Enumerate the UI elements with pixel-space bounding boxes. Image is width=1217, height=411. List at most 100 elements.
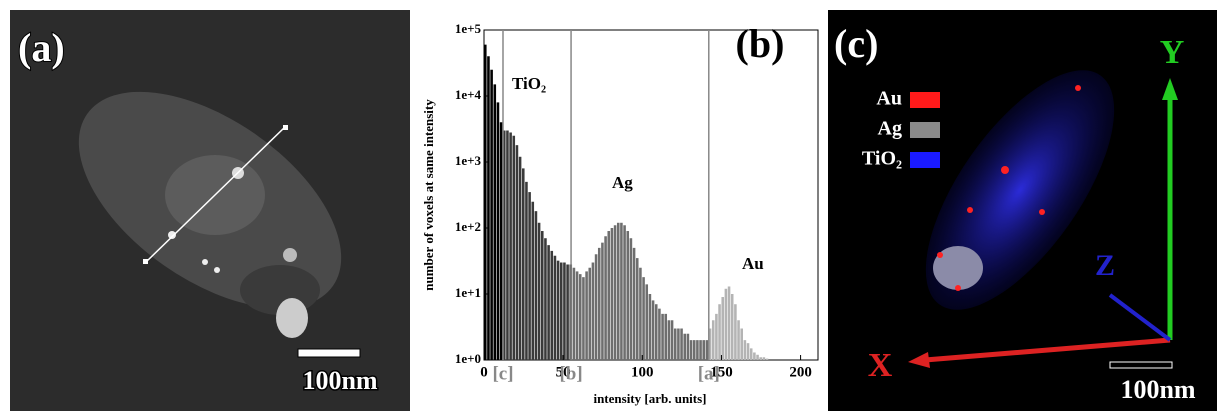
bar <box>730 294 734 360</box>
bar <box>759 357 762 360</box>
bar <box>658 308 661 360</box>
bar <box>566 264 569 360</box>
bar <box>734 304 737 360</box>
bar <box>534 211 538 360</box>
bar <box>711 320 715 360</box>
annotation: Ag <box>612 173 633 192</box>
y-tick-label: 1e+5 <box>455 21 482 36</box>
bar <box>749 348 753 360</box>
y-tick-label: 1e+2 <box>455 219 481 234</box>
bar <box>727 286 731 360</box>
legend-swatch <box>910 152 940 168</box>
bar <box>490 69 493 360</box>
bar <box>626 231 630 360</box>
bar <box>559 262 563 360</box>
annotation: TiO₂ <box>512 74 546 93</box>
bar <box>531 201 535 360</box>
panel-b: (b) intensity [arb. units] number of vox… <box>421 21 819 406</box>
bar <box>737 320 740 360</box>
bar <box>591 262 595 360</box>
y-tick-label: 1e+0 <box>455 351 481 366</box>
bar <box>635 258 639 360</box>
bar <box>632 247 636 360</box>
bar <box>756 354 759 360</box>
axis-arrow <box>1108 293 1172 342</box>
bar <box>502 130 506 360</box>
bar <box>616 222 620 360</box>
threshold-label: [c] <box>492 363 513 384</box>
legend-label: TiO₂ <box>862 148 902 170</box>
spot <box>168 231 176 239</box>
bar <box>553 255 557 360</box>
spot <box>955 285 961 291</box>
bar <box>642 277 645 360</box>
scale-bar-label: 100nm <box>1120 375 1195 404</box>
x-tick-label: 200 <box>789 364 812 380</box>
spot <box>276 298 308 338</box>
bar <box>762 357 766 360</box>
bar <box>639 267 642 360</box>
bar <box>667 320 671 360</box>
bar <box>718 304 721 360</box>
bar <box>525 181 528 360</box>
endpoint <box>143 259 148 264</box>
bar <box>664 313 668 360</box>
bar <box>692 340 696 360</box>
bar <box>518 156 522 360</box>
arrow-head <box>1162 78 1178 100</box>
axis-arrow <box>924 337 1171 363</box>
bar <box>645 284 649 360</box>
x-tick-label: 50 <box>556 364 571 380</box>
bar <box>648 294 652 360</box>
profile-line <box>145 126 286 263</box>
particle <box>933 246 983 290</box>
bar <box>651 300 655 360</box>
bar <box>677 328 680 360</box>
bar <box>683 333 687 360</box>
legend-label: Ag <box>878 118 902 140</box>
bar <box>705 340 709 360</box>
bar <box>629 238 633 360</box>
bar <box>588 267 592 360</box>
bar <box>607 231 611 360</box>
bar <box>673 328 677 360</box>
panel-label: (b) <box>736 21 785 66</box>
bar <box>610 228 614 360</box>
y-tick-label: 1e+3 <box>455 153 482 168</box>
bar <box>585 271 588 360</box>
bar <box>544 238 547 360</box>
panel-c: Y X Z 100nm (c) Au Ag TiO₂ <box>828 10 1217 411</box>
bar <box>575 271 579 360</box>
spot <box>1075 85 1081 91</box>
panel-label: (a) <box>18 25 65 70</box>
bar <box>689 340 693 360</box>
bar <box>506 130 509 360</box>
scale-bar <box>297 348 361 358</box>
threshold-label: [b] <box>559 363 582 384</box>
particle <box>925 70 1115 310</box>
bar <box>582 277 585 360</box>
x-tick-label: 150 <box>710 364 733 380</box>
scale-bar-label: 100nm <box>302 366 377 395</box>
threshold-label: [a] <box>698 363 720 384</box>
panel-label: (c) <box>834 21 878 66</box>
annotation: Au <box>742 254 764 273</box>
axis-label: Y <box>1160 34 1185 71</box>
spot <box>202 259 208 265</box>
bar <box>680 328 683 360</box>
scale-bar <box>1109 361 1173 369</box>
bar <box>578 274 582 360</box>
bar <box>594 254 598 360</box>
bar <box>515 145 519 360</box>
spot <box>283 248 297 262</box>
bar <box>702 340 706 360</box>
bar <box>753 352 756 360</box>
bar <box>721 297 725 360</box>
bar <box>661 313 664 360</box>
bar <box>743 340 747 360</box>
bar <box>670 320 674 360</box>
bar <box>620 222 623 360</box>
bar <box>563 262 566 360</box>
bar <box>572 267 576 360</box>
